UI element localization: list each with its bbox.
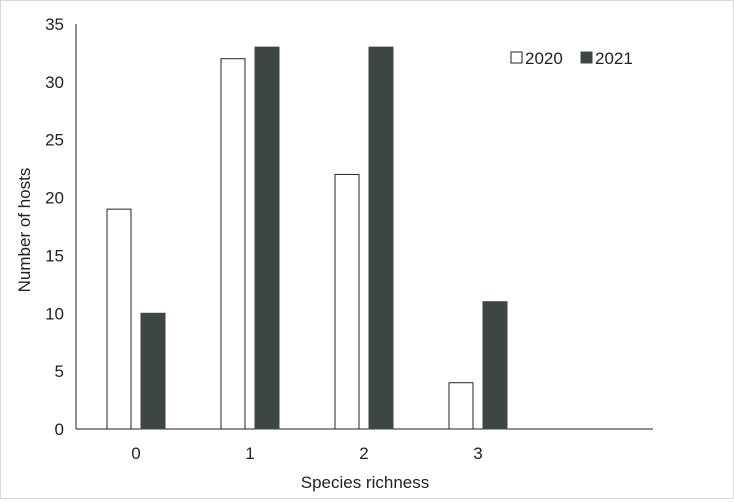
bar-2020-0 (106, 208, 132, 430)
legend-swatch-2021 (580, 51, 593, 64)
x-tick-label: 0 (131, 444, 140, 463)
y-tick-label: 0 (55, 420, 64, 439)
y-tick-label: 20 (45, 189, 64, 208)
x-tick-label: 2 (359, 444, 368, 463)
y-tick-label: 25 (45, 131, 64, 150)
y-tick-label: 10 (45, 304, 64, 323)
bar-2020-3 (448, 382, 474, 430)
x-tick-label: 1 (245, 444, 254, 463)
bar-2021-1 (254, 46, 280, 430)
bar-2021-3 (482, 301, 508, 430)
bar-2020-2 (334, 173, 360, 430)
bar-2020-1 (220, 58, 246, 430)
legend-label-2020: 2020 (525, 49, 563, 68)
y-axis-label: Number of hosts (15, 168, 34, 293)
x-tick-label: 3 (473, 444, 482, 463)
x-axis-label: Species richness (301, 473, 430, 492)
y-tick-label: 5 (55, 362, 64, 381)
bar-2021-2 (368, 46, 394, 430)
bars (106, 46, 508, 430)
axes (75, 24, 653, 430)
legend: 2020 2021 (510, 49, 633, 68)
tick-labels: 0 5 10 15 20 25 30 35 0 1 2 3 (45, 15, 483, 463)
legend-label-2021: 2021 (595, 49, 633, 68)
y-tick-label: 30 (45, 73, 64, 92)
legend-swatch-2020 (510, 51, 523, 64)
y-tick-label: 15 (45, 246, 64, 265)
bar-2021-0 (140, 312, 166, 430)
y-tick-label: 35 (45, 15, 64, 34)
